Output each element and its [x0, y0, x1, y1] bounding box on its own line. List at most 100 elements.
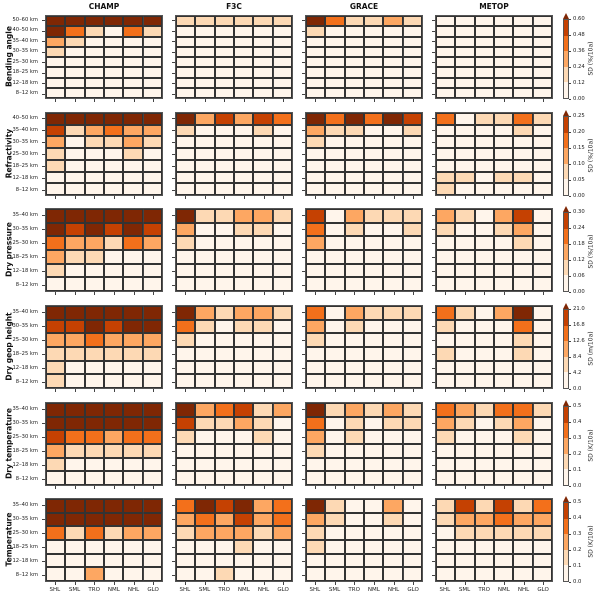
heatmap-cell — [325, 222, 345, 237]
heatmap-cell — [455, 236, 475, 250]
colorbar-segment — [564, 422, 568, 439]
heatmap-cell — [214, 26, 234, 37]
colorbar-tick — [569, 196, 571, 197]
y-tick — [172, 257, 175, 258]
heatmap-cell — [383, 512, 403, 527]
x-tick — [543, 389, 544, 392]
y-tick — [302, 166, 305, 167]
heatmap-cell — [532, 457, 552, 472]
heatmap-cell — [344, 263, 364, 278]
heatmap-cell — [253, 430, 273, 444]
y-tick — [432, 41, 435, 42]
heatmap-cell — [195, 430, 215, 444]
heatmap-cell — [253, 67, 273, 78]
x-tick — [314, 292, 316, 295]
x-tick — [484, 389, 485, 392]
colorbar-segment — [564, 132, 568, 149]
colorbar-tick — [569, 325, 571, 326]
heatmap-cell — [513, 306, 533, 320]
heatmap-cell — [253, 16, 273, 27]
heatmap-cell — [65, 263, 85, 278]
heatmap-cell — [123, 457, 143, 472]
colorbar-tick-label: 0.0 — [573, 578, 582, 585]
heatmap-cell — [364, 16, 384, 27]
column-title-champ: CHAMP — [88, 2, 120, 11]
heatmap-cell — [325, 46, 345, 57]
heatmap-cell — [195, 57, 215, 68]
x-tick — [94, 582, 95, 585]
heatmap-cell — [474, 16, 494, 27]
heatmap-cell — [65, 222, 85, 237]
heatmap-cell — [272, 77, 292, 88]
heatmap-cell — [253, 512, 273, 527]
heatmap-cell — [474, 540, 494, 554]
heatmap-cell — [513, 46, 533, 57]
heatmap-cell — [142, 471, 162, 485]
x-tick — [464, 196, 466, 199]
heatmap-cell — [176, 444, 196, 458]
heatmap-cell — [84, 540, 104, 554]
heatmap-cell — [344, 306, 364, 320]
heatmap-cell — [455, 430, 475, 444]
x-tick — [373, 292, 375, 295]
heatmap-cell — [436, 430, 456, 444]
y-tick — [432, 368, 435, 369]
y-tick — [172, 271, 175, 272]
heatmap-cell — [46, 236, 66, 250]
y-tick — [432, 437, 435, 438]
x-tick — [204, 99, 206, 102]
heatmap-cell — [123, 277, 143, 291]
heatmap-cell — [513, 250, 533, 264]
colorbar-segment — [564, 20, 568, 36]
heatmap-cell — [513, 567, 533, 581]
colorbar-tick-label: 0.36 — [573, 47, 585, 54]
heatmap-panel — [435, 208, 553, 292]
heatmap-cell — [436, 36, 456, 47]
heatmap-cell — [513, 360, 533, 375]
heatmap-cell — [494, 87, 514, 98]
heatmap-cell — [325, 444, 345, 458]
heatmap-cell — [84, 124, 104, 137]
heatmap-cell — [142, 222, 162, 237]
heatmap-cell — [364, 136, 384, 149]
y-tick-label: 30–35 km — [12, 322, 38, 329]
heatmap-cell — [325, 553, 345, 568]
heatmap-cell — [253, 540, 273, 554]
x-tick — [484, 486, 485, 489]
heatmap-cell — [214, 553, 234, 568]
y-tick — [432, 154, 435, 155]
x-tick — [503, 99, 505, 102]
y-tick — [302, 229, 305, 230]
heatmap-cell — [344, 444, 364, 458]
heatmap-cell — [65, 416, 85, 431]
heatmap-panel — [435, 305, 553, 389]
heatmap-cell — [176, 263, 196, 278]
heatmap-cell — [344, 67, 364, 78]
heatmap-cell — [65, 124, 85, 137]
x-tick — [283, 196, 284, 199]
heatmap-cell — [436, 77, 456, 88]
heatmap-cell — [455, 306, 475, 320]
x-tick — [153, 99, 154, 102]
heatmap-cell — [195, 374, 215, 388]
heatmap-cell — [104, 333, 124, 347]
y-tick — [302, 354, 305, 355]
heatmap-cell — [142, 26, 162, 37]
heatmap-cell — [214, 136, 234, 149]
heatmap-cell — [253, 277, 273, 291]
heatmap-cell — [513, 57, 533, 68]
heatmap-cell — [214, 124, 234, 137]
y-tick — [302, 451, 305, 452]
colorbar-segment — [564, 244, 568, 260]
y-tick — [42, 547, 45, 548]
x-tick — [184, 196, 186, 199]
heatmap-cell — [123, 171, 143, 184]
heatmap-cell — [272, 540, 292, 554]
heatmap-cell — [142, 347, 162, 361]
y-tick — [172, 561, 175, 562]
heatmap-cell — [214, 444, 234, 458]
heatmap-cell — [474, 263, 494, 278]
colorbar — [563, 502, 569, 582]
heatmap-cell — [494, 209, 514, 223]
heatmap-cell — [195, 136, 215, 149]
